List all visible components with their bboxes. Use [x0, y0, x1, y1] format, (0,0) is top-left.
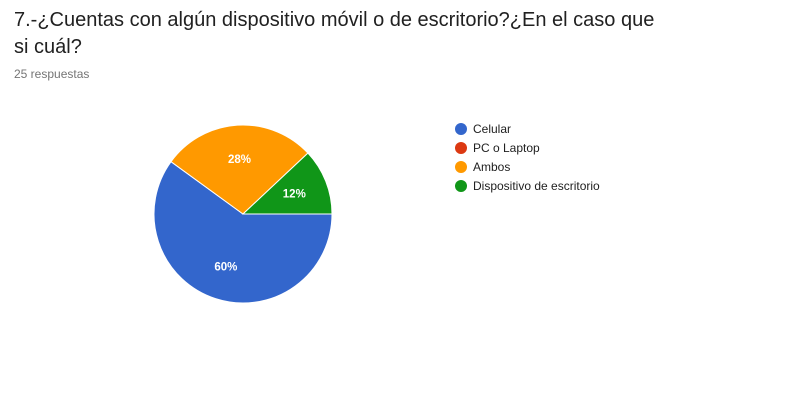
legend-label: Celular: [473, 122, 511, 136]
legend-color-swatch: [455, 142, 467, 154]
pie-slices: [154, 125, 332, 303]
slice-value-label: 60%: [214, 262, 237, 274]
legend-item[interactable]: Ambos: [455, 160, 510, 174]
slice-value-label: 28%: [228, 154, 251, 166]
legend-color-swatch: [455, 180, 467, 192]
legend-label: Ambos: [473, 160, 510, 174]
legend-color-swatch: [455, 123, 467, 135]
legend-item[interactable]: PC o Laptop: [455, 141, 540, 155]
legend-label: PC o Laptop: [473, 141, 540, 155]
legend-item[interactable]: Celular: [455, 122, 511, 136]
legend-color-swatch: [455, 161, 467, 173]
slice-value-label: 12%: [283, 189, 306, 201]
legend-item[interactable]: Dispositivo de escritorio: [455, 179, 600, 193]
chart-legend: Celular PC o Laptop Ambos Dispositivo de es…: [455, 122, 600, 193]
legend-label: Dispositivo de escritorio: [473, 179, 600, 193]
